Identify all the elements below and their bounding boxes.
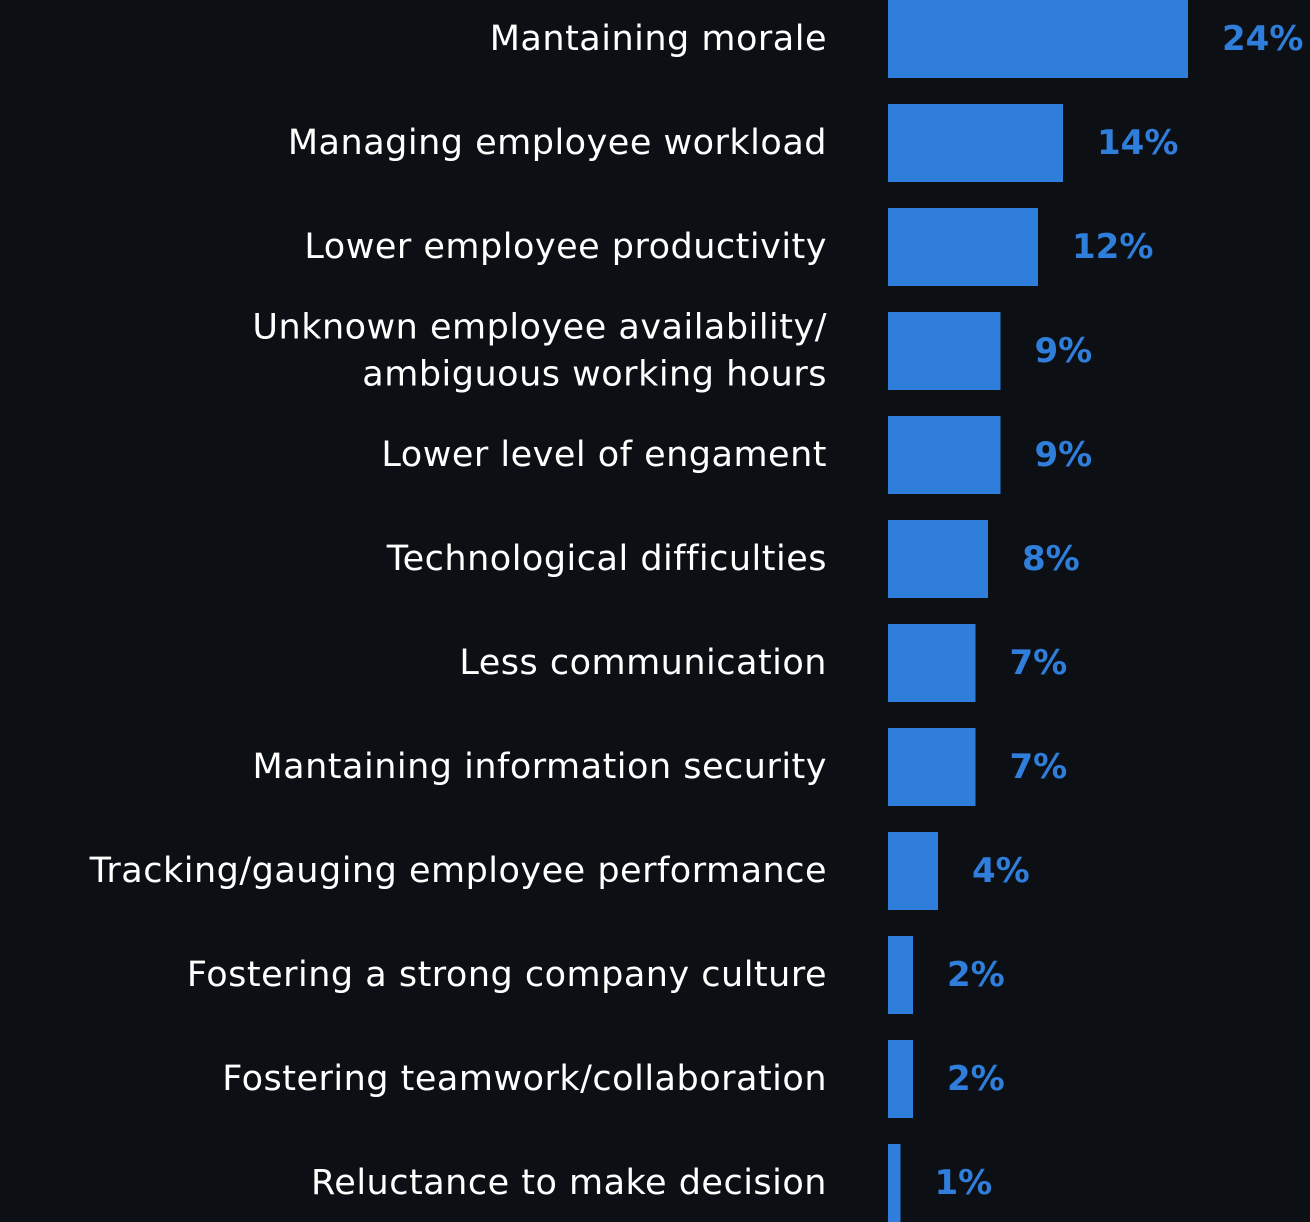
- category-label-4: Lower level of engament: [381, 435, 827, 475]
- category-label-line: Reluctance to make decision: [311, 1163, 827, 1203]
- bar-0: [888, 0, 1188, 78]
- bar-11: [888, 1144, 901, 1222]
- category-label-line: Less communication: [459, 643, 827, 683]
- bar-2: [888, 208, 1038, 286]
- category-label-2: Lower employee productivity: [304, 227, 827, 267]
- value-label-10: 2%: [947, 1059, 1005, 1099]
- category-label-0: Mantaining morale: [490, 19, 827, 59]
- category-label-8: Tracking/gauging employee performance: [89, 851, 827, 891]
- category-label-line: Lower employee productivity: [304, 227, 827, 267]
- category-label-6: Less communication: [459, 643, 827, 683]
- value-label-7: 7%: [1010, 747, 1068, 787]
- category-label-line: Tracking/gauging employee performance: [89, 851, 827, 891]
- category-label-line: Technological difficulties: [386, 539, 827, 579]
- bars-group: [888, 0, 1188, 1222]
- category-label-7: Mantaining information security: [252, 747, 827, 787]
- bar-10: [888, 1040, 913, 1118]
- value-label-2: 12%: [1072, 227, 1153, 267]
- bar-8: [888, 832, 938, 910]
- value-label-11: 1%: [935, 1163, 993, 1203]
- category-label-line: Mantaining morale: [490, 19, 827, 59]
- category-label-11: Reluctance to make decision: [311, 1163, 827, 1203]
- value-labels-group: 24% 14% 12% 9% 9% 8% 7% 7% 4% 2% 2% 1%: [935, 19, 1304, 1203]
- category-label-3: Unknown employee availability/ambiguous …: [252, 308, 827, 395]
- category-label-line: Lower level of engament: [381, 435, 827, 475]
- category-label-5: Technological difficulties: [386, 539, 827, 579]
- category-label-line: Managing employee workload: [288, 123, 827, 163]
- category-label-9: Fostering a strong company culture: [187, 955, 827, 995]
- bar-3: [888, 312, 1001, 390]
- category-label-line: Unknown employee availability/: [252, 308, 827, 348]
- bar-7: [888, 728, 976, 806]
- category-label-line: ambiguous working hours: [362, 355, 827, 395]
- category-label-line: Fostering a strong company culture: [187, 955, 827, 995]
- value-label-4: 9%: [1035, 435, 1093, 475]
- value-label-6: 7%: [1010, 643, 1068, 683]
- category-label-line: Mantaining information security: [252, 747, 827, 787]
- category-labels-group: Mantaining morale Managing employee workl…: [89, 19, 827, 1203]
- bar-1: [888, 104, 1063, 182]
- category-label-10: Fostering teamwork/collaboration: [222, 1059, 827, 1099]
- value-label-9: 2%: [947, 955, 1005, 995]
- category-label-1: Managing employee workload: [288, 123, 827, 163]
- bar-9: [888, 936, 913, 1014]
- bar-5: [888, 520, 988, 598]
- value-label-5: 8%: [1022, 539, 1080, 579]
- bar-6: [888, 624, 976, 702]
- bar-4: [888, 416, 1001, 494]
- category-label-line: Fostering teamwork/collaboration: [222, 1059, 827, 1099]
- value-label-1: 14%: [1097, 123, 1178, 163]
- value-label-8: 4%: [972, 851, 1030, 891]
- value-label-3: 9%: [1035, 331, 1093, 371]
- value-label-0: 24%: [1222, 19, 1303, 59]
